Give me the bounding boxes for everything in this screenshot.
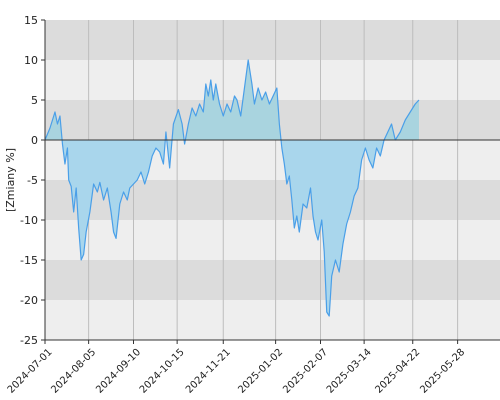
x-tick-label: 2025-05-28 bbox=[418, 347, 467, 396]
y-tick-label: 15 bbox=[24, 14, 38, 27]
x-tick-label: 2024-09-10 bbox=[94, 347, 143, 396]
y-tick-label: -25 bbox=[20, 334, 38, 347]
x-tick-label: 2025-02-07 bbox=[281, 347, 330, 396]
x-tick-label: 2025-03-14 bbox=[325, 347, 374, 396]
y-tick-label: -10 bbox=[20, 214, 38, 227]
y-tick-label: 5 bbox=[31, 94, 38, 107]
grid-band bbox=[45, 260, 500, 300]
grid-band bbox=[45, 300, 500, 340]
series-area-group bbox=[44, 59, 420, 317]
y-axis-label: [Zmiany %] bbox=[4, 148, 17, 212]
y-tick-label: -5 bbox=[27, 174, 38, 187]
grid-band bbox=[45, 220, 500, 260]
x-tick-label: 2025-04-22 bbox=[374, 347, 423, 396]
x-tick-label: 2024-10-15 bbox=[138, 347, 187, 396]
grid-band bbox=[45, 60, 500, 100]
x-tick-label: 2025-01-02 bbox=[236, 347, 285, 396]
x-tick-label: 2024-08-05 bbox=[49, 347, 98, 396]
y-tick-label: 10 bbox=[24, 54, 38, 67]
positive-area bbox=[45, 60, 419, 140]
x-tick-label: 2024-11-21 bbox=[184, 347, 233, 396]
y-tick-label: -20 bbox=[20, 294, 38, 307]
y-tick-label: -15 bbox=[20, 254, 38, 267]
x-tick-label: 2024-07-01 bbox=[6, 347, 55, 396]
y-tick-label: 0 bbox=[31, 134, 38, 147]
grid-band bbox=[45, 20, 500, 60]
y-axis: 15 10 5 0 -5 -10 -15 -20 -25 bbox=[20, 14, 46, 347]
x-axis: 2024-07-012024-08-052024-09-102024-10-15… bbox=[6, 339, 500, 396]
series-line bbox=[44, 59, 420, 317]
